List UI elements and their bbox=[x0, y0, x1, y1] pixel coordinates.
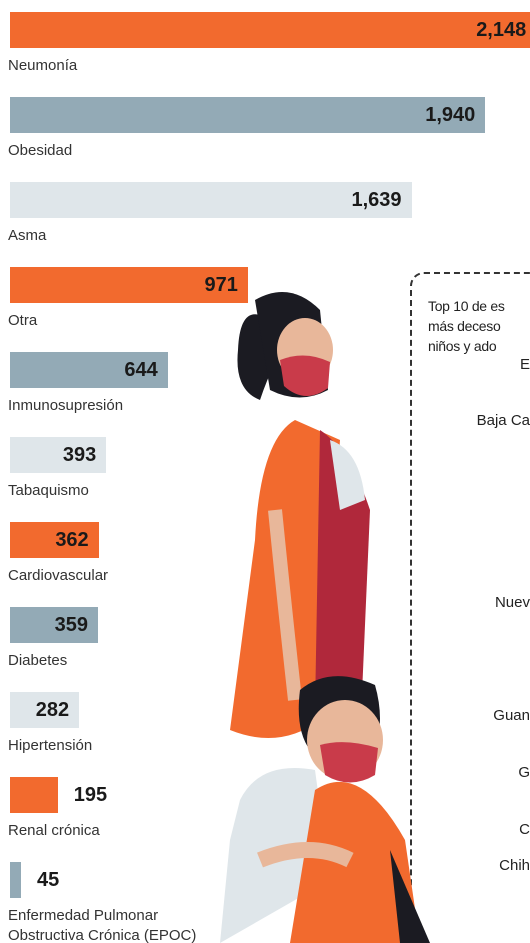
category-label: Enfermedad Pulmonar Obstructiva Crónica … bbox=[8, 906, 223, 943]
value-label: 362 bbox=[10, 522, 89, 558]
bar bbox=[10, 862, 21, 898]
callout-text: más deceso bbox=[428, 317, 500, 336]
callout-text: niños y ado bbox=[428, 337, 496, 356]
category-label: Renal crónica bbox=[8, 821, 223, 841]
category-label: Diabetes bbox=[8, 651, 223, 671]
category-label: Hipertensión bbox=[8, 736, 223, 756]
value-label: 971 bbox=[10, 267, 238, 303]
state-label: Nuev bbox=[495, 594, 530, 611]
category-label: Tabaquismo bbox=[8, 481, 223, 501]
category-label: Cardiovascular bbox=[8, 566, 223, 586]
value-label: 359 bbox=[10, 607, 88, 643]
value-label: 1,940 bbox=[10, 97, 475, 133]
state-label: C bbox=[519, 821, 530, 838]
category-label: Inmunosupresión bbox=[8, 396, 223, 416]
illustration bbox=[200, 280, 430, 943]
category-label: Neumonía bbox=[8, 56, 223, 76]
bar bbox=[10, 777, 58, 813]
value-label: 644 bbox=[10, 352, 158, 388]
value-label: 1,639 bbox=[10, 182, 402, 218]
category-label: Otra bbox=[8, 311, 223, 331]
state-label: G bbox=[518, 764, 530, 781]
category-label: Asma bbox=[8, 226, 223, 246]
value-label: 282 bbox=[10, 692, 69, 728]
value-label: 2,148 bbox=[10, 12, 526, 48]
value-label: 195 bbox=[74, 777, 107, 813]
state-label: Chih bbox=[499, 857, 530, 874]
state-label: Guan bbox=[493, 707, 530, 724]
value-label: 393 bbox=[10, 437, 96, 473]
value-label: 45 bbox=[37, 862, 59, 898]
category-label: Obesidad bbox=[8, 141, 223, 161]
chart: 2,148 Neumonía 1,940 Obesidad 1,639 Asma 971 Ot… bbox=[0, 0, 530, 943]
callout-text: Top 10 de es bbox=[428, 297, 505, 316]
state-label: E bbox=[520, 356, 530, 373]
state-label: Baja Ca bbox=[477, 412, 530, 429]
page: 2,148 Neumonía 1,940 Obesidad 1,639 Asma 971 Ot… bbox=[0, 0, 530, 943]
